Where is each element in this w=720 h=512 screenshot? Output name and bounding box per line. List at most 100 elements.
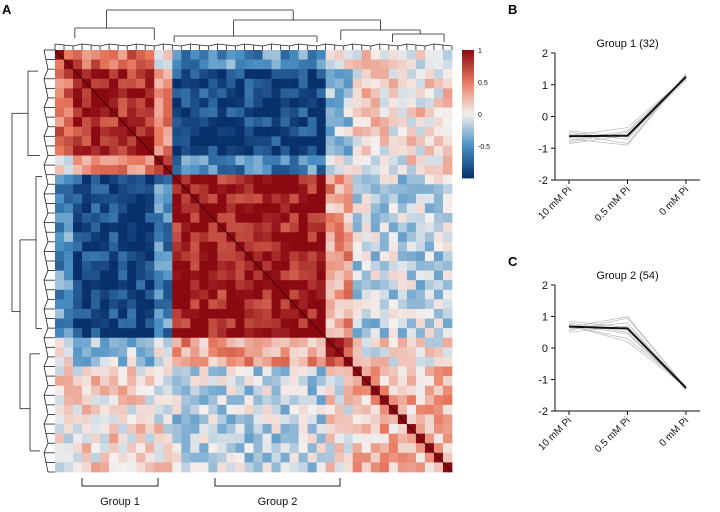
dendrogram-branch: [43, 308, 47, 319]
heatmap-cell: [235, 126, 245, 137]
heatmap-cell: [424, 251, 435, 262]
heatmap-cell: [64, 318, 74, 329]
heatmap-cell: [388, 280, 399, 291]
heatmap-cell: [163, 280, 173, 291]
heatmap-cell: [415, 88, 426, 99]
heatmap-cell: [208, 203, 218, 214]
heatmap-cell: [253, 462, 263, 473]
heatmap-cell: [442, 385, 453, 396]
heatmap-cell: [217, 318, 227, 329]
dendrogram-branch: [43, 126, 49, 137]
heatmap-cell: [208, 69, 218, 80]
heatmap-cell: [100, 366, 110, 377]
heatmap-cell: [91, 395, 101, 406]
heatmap-cell: [109, 145, 119, 156]
heatmap-cell: [109, 356, 119, 367]
heatmap-cell: [154, 404, 164, 415]
heatmap-cell: [325, 395, 336, 406]
heatmap-cell: [91, 126, 101, 137]
heatmap-cell: [127, 404, 137, 415]
heatmap-cell: [415, 213, 426, 223]
heatmap-cell: [316, 78, 327, 89]
heatmap-cell: [262, 97, 272, 108]
dendrogram-branch: [43, 327, 49, 338]
heatmap-cell: [343, 462, 354, 473]
heatmap-cell: [280, 356, 290, 367]
heatmap-cell: [172, 136, 182, 147]
heatmap-cell: [136, 97, 146, 108]
heatmap-cell: [307, 78, 318, 89]
heatmap-cell: [307, 222, 318, 233]
colorbar-segment: [462, 62, 474, 67]
heatmap-cell: [262, 443, 272, 454]
heatmap-cell: [64, 203, 74, 214]
heatmap-cell: [73, 126, 83, 137]
heatmap-cell: [100, 88, 110, 99]
dendrogram-branch: [226, 44, 236, 47]
heatmap-cell: [424, 308, 435, 319]
heatmap-cell: [235, 318, 245, 329]
heatmap-cell: [397, 337, 408, 348]
heatmap-cell: [145, 376, 155, 387]
heatmap-cell: [298, 424, 308, 434]
dendrogram-branch: [109, 43, 119, 46]
dendrogram-branch: [127, 43, 137, 47]
heatmap-cell: [388, 414, 399, 425]
heatmap-cell: [271, 50, 281, 60]
heatmap-diagonal: [54, 49, 453, 473]
heatmap-cell: [325, 184, 336, 195]
heatmap-cell: [127, 251, 137, 262]
heatmap-cell: [298, 241, 308, 252]
heatmap-cell: [244, 443, 254, 454]
heatmap-cell: [118, 174, 128, 185]
heatmap-cell: [145, 174, 155, 185]
heatmap-cell: [316, 289, 327, 300]
colorbar-segment: [462, 165, 474, 169]
heatmap-cell: [208, 395, 218, 406]
heatmap-cell: [406, 347, 417, 358]
heatmap-cell: [352, 117, 363, 128]
dendrogram-branch: [136, 43, 146, 46]
heatmap-cell: [433, 184, 444, 195]
heatmap-cell: [208, 443, 218, 454]
heatmap-cell: [91, 222, 101, 233]
heatmap-cell: [307, 356, 318, 367]
heatmap-cell: [262, 261, 272, 271]
dendrogram-branch: [43, 193, 47, 204]
heatmap-cell: [343, 193, 354, 204]
heatmap-cell: [280, 155, 290, 166]
heatmap-cell: [226, 213, 236, 223]
heatmap-cell: [199, 261, 209, 271]
colorbar-segment: [462, 59, 474, 64]
heatmap-cell: [298, 356, 308, 367]
heatmap-cell: [280, 328, 290, 339]
heatmap-cell: [424, 376, 435, 387]
heatmap-cell: [145, 184, 155, 195]
heatmap-cell: [235, 395, 245, 406]
heatmap-cell: [190, 241, 200, 252]
heatmap-cell: [271, 424, 281, 434]
heatmap-cell: [289, 347, 299, 358]
heatmap-cell: [262, 356, 272, 367]
heatmap-cell: [289, 69, 299, 80]
heatmap-cell: [199, 174, 209, 185]
heatmap-cell: [55, 126, 65, 137]
heatmap-cell: [100, 356, 110, 367]
heatmap-cell: [127, 318, 137, 329]
heatmap-cell: [109, 328, 119, 339]
heatmap-cell: [154, 385, 164, 396]
heatmap-cell: [289, 193, 299, 204]
heatmap-cell: [334, 443, 345, 454]
heatmap-cell: [226, 404, 236, 415]
heatmap-cell: [190, 222, 200, 233]
heatmap-cell: [199, 184, 209, 195]
heatmap-cell: [280, 404, 290, 415]
heatmap-cell: [100, 232, 110, 243]
heatmap-cell: [136, 270, 146, 281]
heatmap-cell: [64, 155, 74, 166]
heatmap-cell: [199, 356, 209, 367]
heatmap-cell: [64, 50, 74, 60]
heatmap-cell: [163, 289, 173, 300]
heatmap-cell: [172, 424, 182, 434]
heatmap-cell: [433, 97, 444, 108]
